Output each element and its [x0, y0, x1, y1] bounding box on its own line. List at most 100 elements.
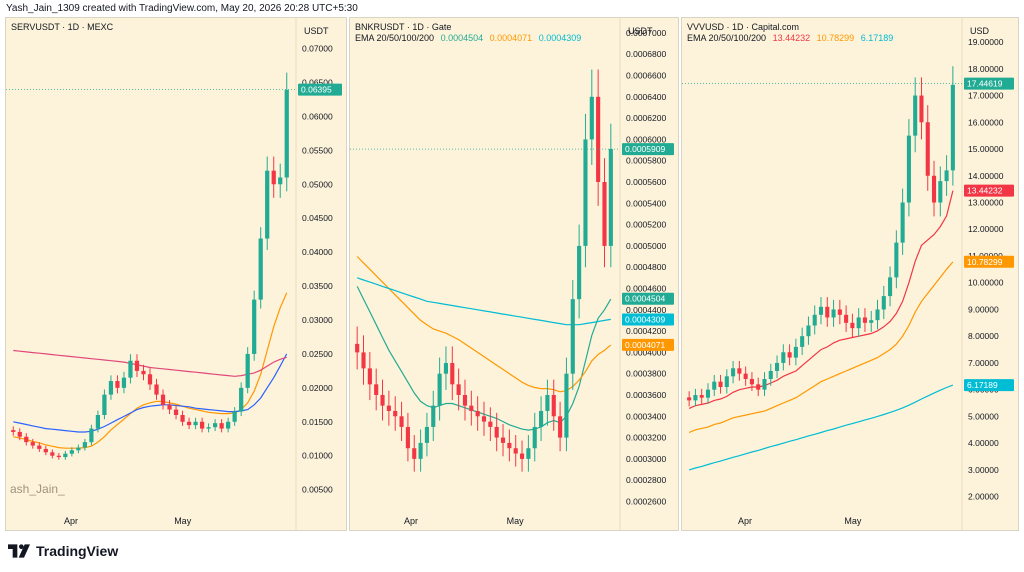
candle-body: [894, 242, 899, 278]
candle-body: [24, 436, 29, 443]
y-tick-label: 0.0005000: [626, 241, 666, 251]
candle-body: [102, 394, 107, 415]
candle-body: [154, 384, 159, 395]
candle-body: [888, 277, 893, 297]
candle-body: [850, 322, 855, 329]
y-tick-label: 0.0005200: [626, 220, 666, 230]
candle-body: [30, 442, 35, 446]
candle-body: [258, 238, 263, 300]
candle-body: [405, 426, 410, 449]
y-tick-label: 0.0006800: [626, 49, 666, 59]
candle-body: [481, 416, 487, 422]
candle-body: [545, 394, 550, 411]
candle-body: [167, 404, 172, 410]
candle-body: [43, 448, 48, 453]
price-label-text: 13.44232: [967, 186, 1003, 196]
currency-label: USD: [970, 26, 990, 36]
ema-line: [356, 256, 612, 393]
y-tick-label: 0.04500: [302, 213, 333, 223]
candle-body: [469, 405, 474, 411]
symbol-title: BNKRUSDT · 1D · Gate: [355, 22, 452, 32]
candle-body: [141, 370, 146, 375]
candle-body: [737, 368, 742, 374]
y-tick-label: 0.01000: [302, 451, 333, 461]
candle-body: [134, 360, 140, 371]
candle-body: [456, 384, 461, 395]
price-label-badge: [964, 379, 1014, 392]
price-label-badge: [964, 184, 1014, 197]
candle-body: [906, 135, 911, 203]
candle-body: [213, 423, 218, 428]
candle-body: [399, 416, 404, 427]
candle-body: [831, 309, 836, 318]
candle-body: [393, 410, 398, 417]
candle-body: [806, 325, 811, 337]
candle-body: [731, 368, 736, 377]
candle-body: [239, 387, 244, 412]
candle-body: [193, 421, 198, 426]
candle-body: [226, 421, 231, 429]
candle-body: [596, 96, 601, 182]
y-tick-label: 0.06500: [302, 77, 333, 87]
y-tick-label: 10.00000: [968, 278, 1004, 288]
y-tick-label: 0.0004600: [626, 283, 666, 293]
y-tick-label: 0.0004200: [626, 326, 666, 336]
candle-body: [900, 202, 905, 243]
ema-line: [688, 384, 954, 471]
y-tick-label: 0.0006200: [626, 113, 666, 123]
y-tick-label: 0.0003800: [626, 369, 666, 379]
candle-body: [577, 245, 582, 300]
y-tick-label: 0.0003400: [626, 411, 666, 421]
x-tick-label: May: [507, 516, 525, 526]
ema-legend-label: EMA 20/50/100/200: [687, 33, 767, 43]
y-tick-label: 3.00000: [968, 465, 999, 475]
y-tick-label: 0.0003600: [626, 390, 666, 400]
candle-body: [532, 426, 537, 449]
candle-body: [793, 346, 798, 358]
candle-body: [374, 384, 379, 395]
candle-body: [50, 452, 55, 456]
candle-body: [500, 437, 506, 443]
ema-20-value: 0.0004504: [440, 33, 484, 43]
y-tick-label: 8.00000: [968, 331, 999, 341]
y-tick-label: 0.06000: [302, 111, 333, 121]
candle-body: [115, 381, 120, 388]
chart-panel-bnkrusdt[interactable]: USDT 0.0007000 0.0006800 0.0006600 0.0006400…: [349, 17, 679, 531]
y-tick-label: 18.00000: [968, 64, 1004, 74]
candle-body: [76, 447, 81, 451]
candle-body: [424, 426, 429, 443]
candle-body: [844, 314, 849, 323]
candle-body: [743, 373, 748, 379]
price-label-text: 6.17189: [967, 380, 998, 390]
candle-body: [121, 377, 127, 388]
chart-panel-servusdt[interactable]: USDT 0.07000 0.06500 0.06000 0.05500 0.05000 0…: [5, 17, 347, 531]
y-tick-label: 17.00000: [968, 91, 1004, 101]
chart-canvas[interactable]: USDT 0.07000 0.06500 0.06000 0.05500 0.05000 0…: [6, 18, 346, 530]
y-tick-label: 0.0006000: [626, 134, 666, 144]
y-tick-label: 12.00000: [968, 224, 1004, 234]
ema-legend: EMA 20/50/100/200 0.0004504 0.0004071 0.…: [355, 33, 581, 43]
y-tick-label: 0.05500: [302, 145, 333, 155]
y-tick-label: 0.0004000: [626, 347, 666, 357]
candle-body: [361, 352, 366, 369]
candle-body: [37, 445, 42, 449]
candle-body: [583, 139, 588, 246]
candle-body: [539, 410, 544, 427]
candle-body: [355, 343, 360, 353]
candle-body: [693, 395, 698, 401]
y-tick-label: 0.02500: [302, 349, 333, 359]
y-tick-label: 14.00000: [968, 171, 1004, 181]
price-label-badge: [622, 292, 674, 305]
candle-body: [147, 374, 153, 385]
price-label-text: 0.0005909: [625, 144, 665, 154]
candle-body: [278, 177, 283, 185]
y-tick-label: 0.0005400: [626, 198, 666, 208]
currency-label: USDT: [304, 26, 329, 36]
ema-line: [688, 190, 954, 409]
candle-body: [82, 442, 87, 448]
y-tick-label: 0.0006400: [626, 92, 666, 102]
chart-panel-vvvusd[interactable]: USD 19.00000 18.00000 17.00000 16.00000 15.00…: [681, 17, 1019, 531]
candle-body: [781, 352, 786, 363]
